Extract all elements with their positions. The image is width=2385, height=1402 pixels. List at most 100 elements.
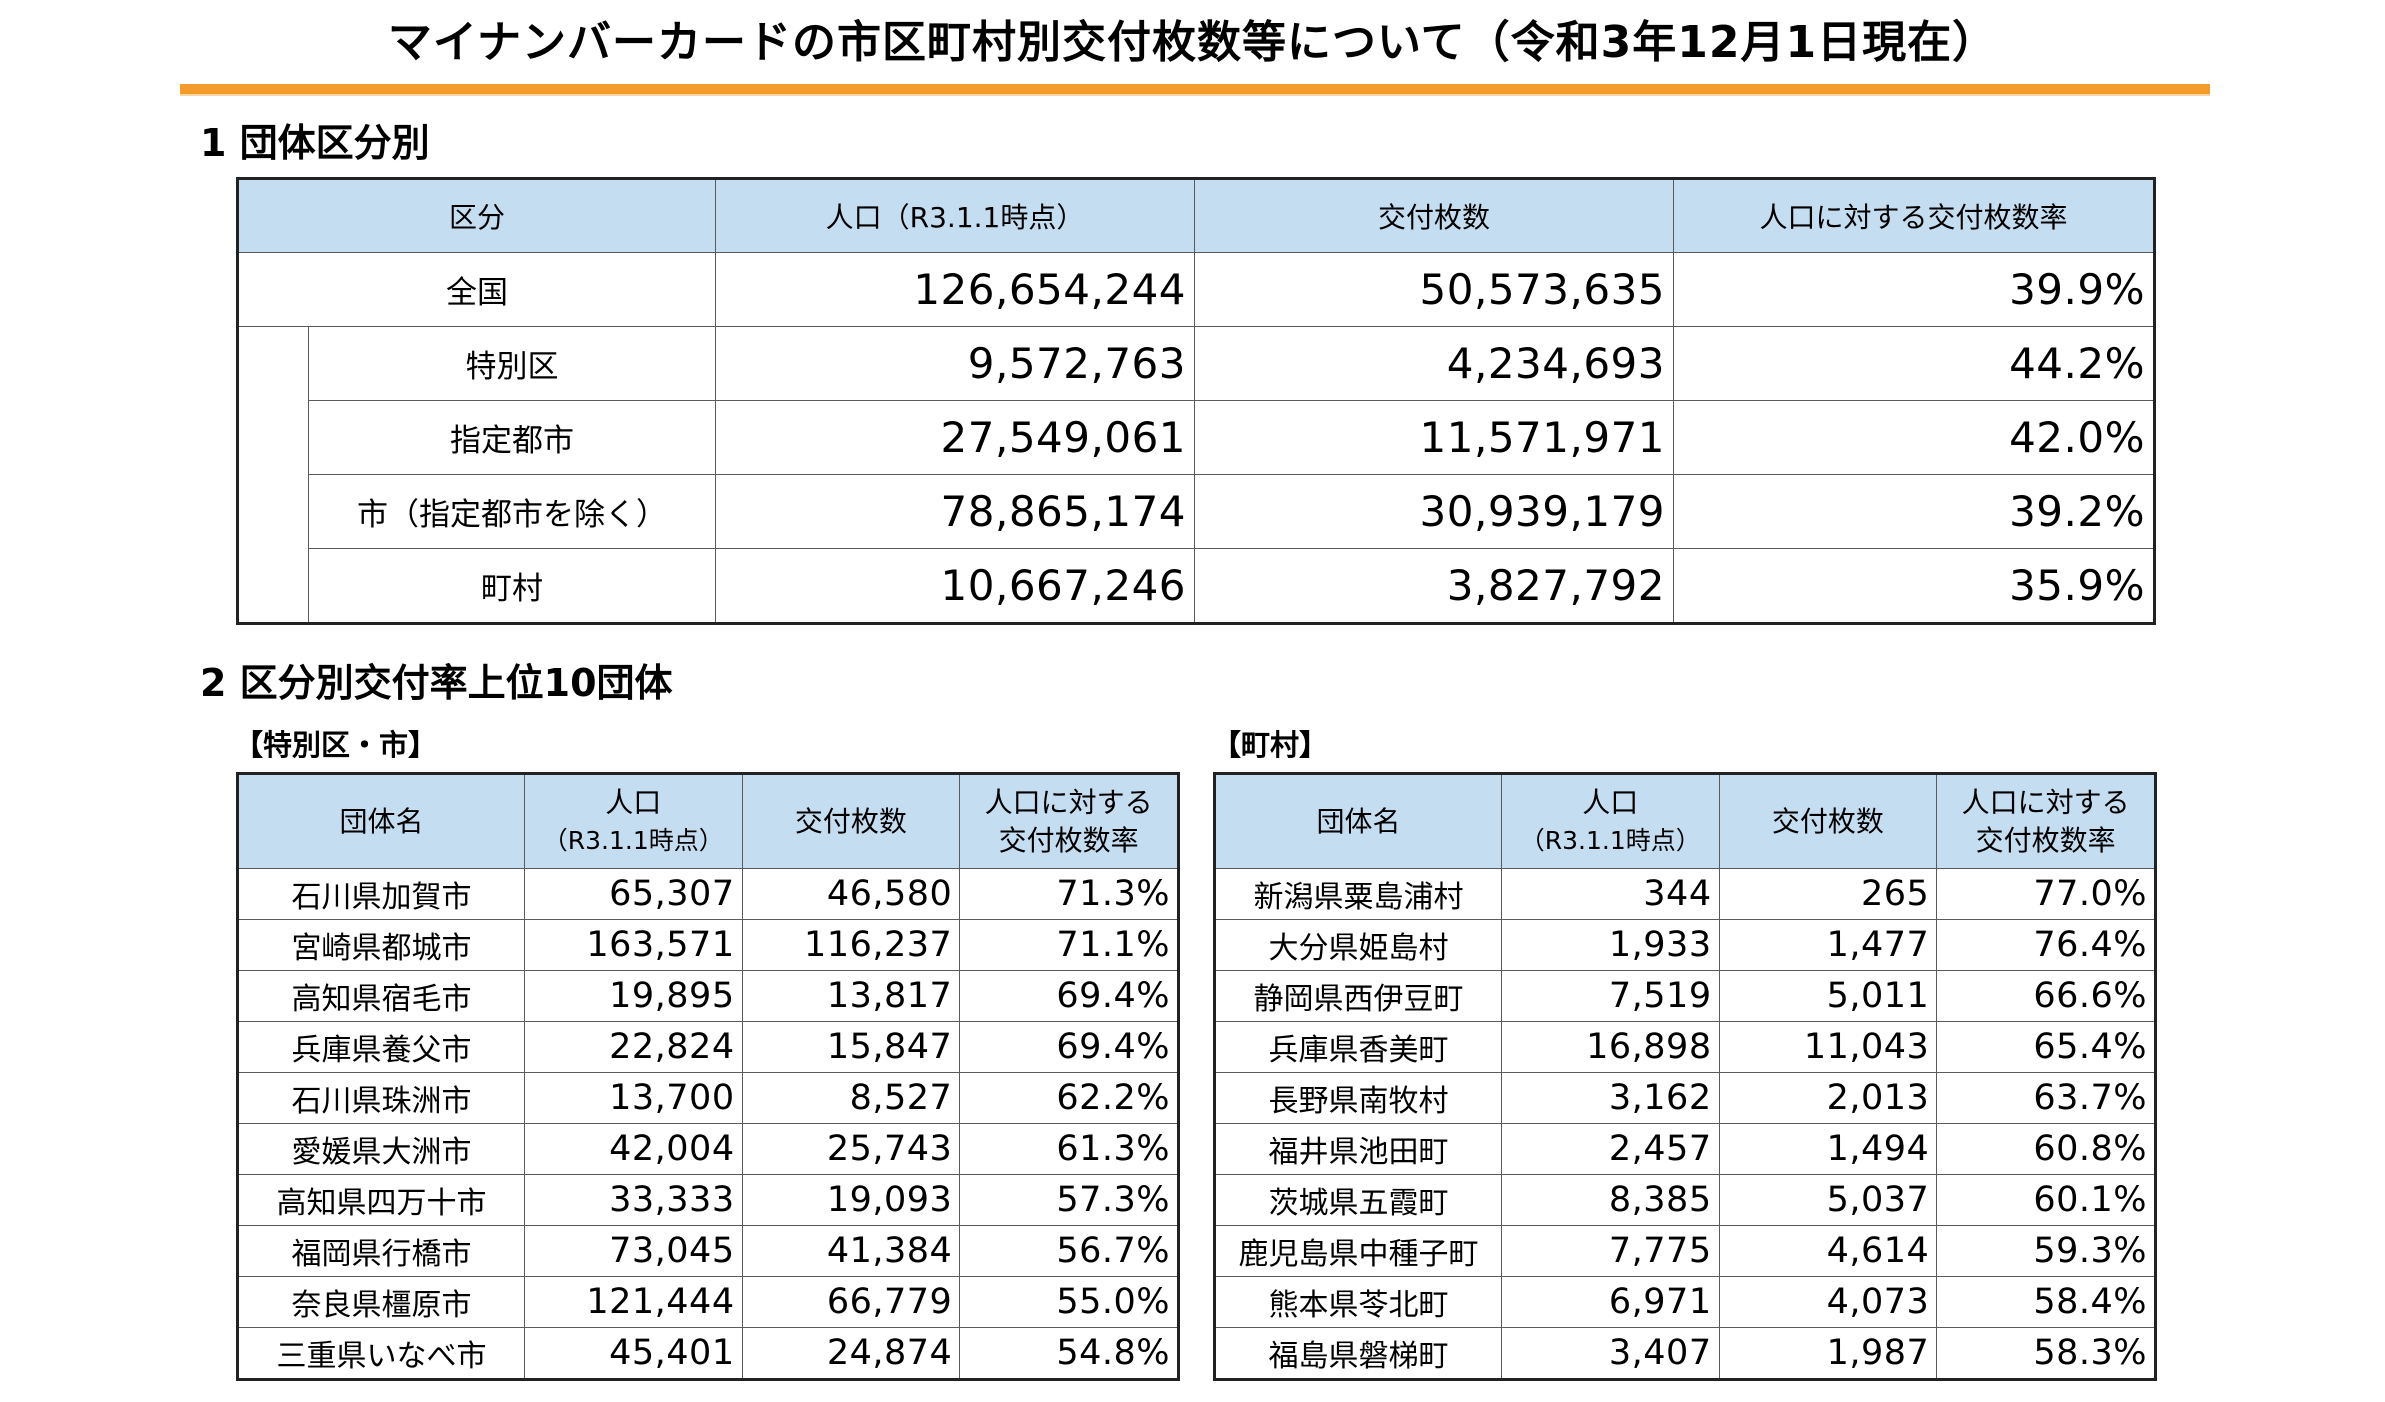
header-issued: 交付枚数 xyxy=(1194,178,1675,253)
header-rate-line1: 人口に対する xyxy=(1961,785,2130,819)
issued-value: 116,237 xyxy=(741,919,961,971)
row-label: 全国 xyxy=(236,252,717,327)
row-label: 特別区 xyxy=(307,326,717,401)
municipality-name: 熊本県苓北町 xyxy=(1214,1276,1502,1328)
ranking-row: 兵庫県養父市 22,824 15,847 69.4% xyxy=(237,1021,1179,1073)
ranking-row: 福岡県行橋市 73,045 41,384 56.7% xyxy=(237,1225,1179,1277)
municipality-name: 福井県池田町 xyxy=(1214,1123,1502,1175)
section1-heading: 1 団体区分別 xyxy=(200,121,430,165)
municipality-name: 愛媛県大洲市 xyxy=(237,1123,525,1175)
issued-value: 1,494 xyxy=(1718,1123,1938,1175)
header-rate-line2: 交付枚数率 xyxy=(1975,823,2116,857)
municipality-name: 高知県宿毛市 xyxy=(237,970,525,1022)
ranking-row: 三重県いなべ市 45,401 24,874 54.8% xyxy=(237,1327,1179,1380)
population-value: 13,700 xyxy=(523,1072,743,1124)
municipality-name: 高知県四万十市 xyxy=(237,1174,525,1226)
rate-value: 39.9% xyxy=(1673,252,2156,327)
municipality-name: 奈良県橿原市 xyxy=(237,1276,525,1328)
summary-row-national: 全国 126,654,244 50,573,635 39.9% xyxy=(236,252,2156,327)
header-population-line1: 人口 xyxy=(1582,785,1639,819)
rate-value: 54.8% xyxy=(959,1327,1179,1380)
header-name: 団体名 xyxy=(1214,773,1502,869)
issued-value: 30,939,179 xyxy=(1194,474,1675,549)
population-value: 121,444 xyxy=(523,1276,743,1328)
population-value: 163,571 xyxy=(523,919,743,971)
issued-value: 1,477 xyxy=(1718,919,1938,971)
ranking-row: 高知県四万十市 33,333 19,093 57.3% xyxy=(237,1174,1179,1226)
municipality-name: 静岡県西伊豆町 xyxy=(1214,970,1502,1022)
population-value: 7,519 xyxy=(1500,970,1720,1022)
rate-value: 59.3% xyxy=(1936,1225,2156,1277)
ranking-row: 茨城県五霞町 8,385 5,037 60.1% xyxy=(1214,1174,2156,1226)
ranking-row: 宮崎県都城市 163,571 116,237 71.1% xyxy=(237,919,1179,971)
municipality-name: 長野県南牧村 xyxy=(1214,1072,1502,1124)
title-underline xyxy=(180,84,2210,96)
population-value: 3,407 xyxy=(1500,1327,1720,1380)
population-value: 42,004 xyxy=(523,1123,743,1175)
section2-heading: 2 区分別交付率上位10団体 xyxy=(200,661,673,705)
rate-value: 60.1% xyxy=(1936,1174,2156,1226)
issued-value: 24,874 xyxy=(741,1327,961,1380)
towns-ranking-table: 団体名 人口 （R3.1.1時点） 交付枚数 人口に対する 交付枚数率 新潟県粟… xyxy=(1213,772,2157,1381)
rate-value: 60.8% xyxy=(1936,1123,2156,1175)
issued-value: 4,234,693 xyxy=(1194,326,1675,401)
issued-value: 11,571,971 xyxy=(1194,400,1675,475)
header-rate: 人口に対する 交付枚数率 xyxy=(1936,773,2156,869)
header-population: 人口 （R3.1.1時点） xyxy=(523,773,743,869)
rate-value: 61.3% xyxy=(959,1123,1179,1175)
header-issued: 交付枚数 xyxy=(741,773,961,869)
rate-value: 44.2% xyxy=(1673,326,2156,401)
ranking-row: 奈良県橿原市 121,444 66,779 55.0% xyxy=(237,1276,1179,1328)
population-value: 7,775 xyxy=(1500,1225,1720,1277)
issued-value: 13,817 xyxy=(741,970,961,1022)
issued-value: 50,573,635 xyxy=(1194,252,1675,327)
issued-value: 66,779 xyxy=(741,1276,961,1328)
ranking-row: 石川県珠洲市 13,700 8,527 62.2% xyxy=(237,1072,1179,1124)
rate-value: 76.4% xyxy=(1936,919,2156,971)
issued-value: 5,037 xyxy=(1718,1174,1938,1226)
population-value: 19,895 xyxy=(523,970,743,1022)
rate-value: 62.2% xyxy=(959,1072,1179,1124)
rate-value: 56.7% xyxy=(959,1225,1179,1277)
issued-value: 2,013 xyxy=(1718,1072,1938,1124)
rate-value: 65.4% xyxy=(1936,1021,2156,1073)
municipality-name: 大分県姫島村 xyxy=(1214,919,1502,971)
ranking-row: 愛媛県大洲市 42,004 25,743 61.3% xyxy=(237,1123,1179,1175)
issued-value: 19,093 xyxy=(741,1174,961,1226)
population-value: 16,898 xyxy=(1500,1021,1720,1073)
summary-row: 市（指定都市を除く） 78,865,174 30,939,179 39.2% xyxy=(238,474,2156,549)
rate-value: 77.0% xyxy=(1936,868,2156,920)
population-value: 10,667,246 xyxy=(715,548,1196,624)
issued-value: 265 xyxy=(1718,868,1938,920)
population-value: 65,307 xyxy=(523,868,743,920)
header-rate-line2: 交付枚数率 xyxy=(998,823,1139,857)
issued-value: 41,384 xyxy=(741,1225,961,1277)
population-value: 8,385 xyxy=(1500,1174,1720,1226)
municipality-name: 福島県磐梯町 xyxy=(1214,1327,1502,1380)
issued-value: 8,527 xyxy=(741,1072,961,1124)
header-category: 区分 xyxy=(236,178,717,253)
summary-row: 特別区 9,572,763 4,234,693 44.2% xyxy=(237,326,2156,624)
population-value: 27,549,061 xyxy=(715,400,1196,475)
towns-subheading: 【町村】 xyxy=(1212,728,1329,762)
ranking-row: 福島県磐梯町 3,407 1,987 58.3% xyxy=(1214,1327,2156,1380)
rate-value: 63.7% xyxy=(1936,1072,2156,1124)
header-rate: 人口に対する交付枚数率 xyxy=(1673,178,2156,253)
municipality-name: 鹿児島県中種子町 xyxy=(1214,1225,1502,1277)
population-value: 344 xyxy=(1500,868,1720,920)
rate-value: 69.4% xyxy=(959,1021,1179,1073)
rate-value: 55.0% xyxy=(959,1276,1179,1328)
rate-value: 58.3% xyxy=(1936,1327,2156,1380)
population-value: 22,824 xyxy=(523,1021,743,1073)
issued-value: 4,614 xyxy=(1718,1225,1938,1277)
rate-value: 39.2% xyxy=(1673,474,2156,549)
issued-value: 11,043 xyxy=(1718,1021,1938,1073)
indent-spacer xyxy=(237,326,309,624)
header-rate: 人口に対する 交付枚数率 xyxy=(959,773,1179,869)
population-value: 73,045 xyxy=(523,1225,743,1277)
municipality-name: 新潟県粟島浦村 xyxy=(1214,868,1502,920)
row-label: 町村 xyxy=(307,548,717,624)
rate-value: 57.3% xyxy=(959,1174,1179,1226)
issued-value: 1,987 xyxy=(1718,1327,1938,1380)
municipality-name: 石川県加賀市 xyxy=(237,868,525,920)
